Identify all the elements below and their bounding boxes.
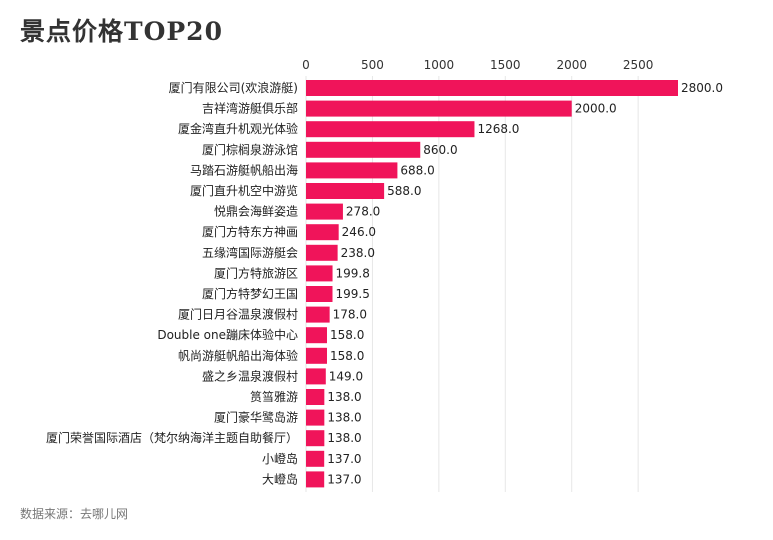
value-label: 137.0: [327, 452, 361, 466]
value-label: 158.0: [330, 328, 364, 342]
x-tick-label: 2000: [556, 58, 587, 72]
bar: [306, 368, 326, 385]
value-label: 199.5: [336, 287, 370, 301]
bar: [306, 162, 398, 179]
category-label: 马踏石游艇帆船出海: [190, 162, 298, 177]
value-label: 688.0: [400, 163, 434, 177]
category-label: 厦门荣誉国际酒店（梵尔纳海洋主题自助餐厅）: [46, 430, 298, 445]
bar: [306, 389, 325, 405]
bar: [306, 183, 385, 199]
category-label: 大嶝岛: [262, 471, 298, 486]
bar: [306, 347, 327, 364]
bar: [306, 224, 339, 241]
bar: [306, 244, 338, 261]
value-label: 278.0: [346, 205, 380, 219]
category-label: 厦门日月谷温泉渡假村: [178, 307, 298, 322]
value-label: 1268.0: [477, 122, 519, 136]
value-label: 238.0: [341, 246, 375, 260]
bar: [306, 265, 333, 282]
bar: [306, 471, 325, 488]
x-tick-label: 2500: [623, 58, 654, 72]
bar: [306, 100, 572, 117]
value-label: 158.0: [330, 349, 364, 363]
bar: [306, 327, 327, 344]
x-tick-label: 1500: [490, 58, 521, 72]
value-label: 137.0: [327, 472, 361, 486]
value-label: 149.0: [329, 369, 363, 383]
bar: [306, 121, 475, 138]
value-label: 138.0: [327, 390, 361, 404]
value-label: 2800.0: [681, 81, 723, 95]
bar: [306, 80, 678, 96]
value-label: 138.0: [327, 431, 361, 445]
bar: [306, 430, 325, 447]
bar: [306, 450, 325, 467]
category-label: 厦门方特东方神画: [202, 224, 298, 239]
x-axis-ticks: 0 500 1000 1500 2000 2500: [302, 58, 653, 72]
data-source-note: 数据来源：去哪儿网: [20, 507, 129, 521]
value-label: 138.0: [327, 411, 361, 425]
chart-title: 景点价格TOP20: [20, 17, 223, 46]
category-labels: 厦门有限公司(欢浪游艇) 吉祥湾游艇俱乐部厦金湾直升机观光体验厦门棕榈泉游泳馆马踏…: [46, 80, 298, 486]
x-tick-label: 0: [302, 58, 310, 72]
x-tick-label: 500: [361, 58, 384, 72]
bar: [306, 409, 325, 426]
category-label: 吉祥湾游艇俱乐部: [202, 101, 298, 116]
category-label: 筼筜雅游: [250, 389, 298, 404]
category-label: 五缘湾国际游艇会: [202, 245, 298, 260]
category-label: 厦门棕榈泉游泳馆: [202, 142, 298, 157]
category-label: 悦鼎会海鲜姿造: [214, 204, 298, 219]
value-label: 246.0: [342, 225, 376, 239]
value-label: 178.0: [333, 308, 367, 322]
category-label: 厦金湾直升机观光体验: [178, 121, 298, 136]
value-labels: 2800.0 2000.0 1268.0 860.0 688.0 588.0 278.0 24…: [327, 81, 723, 486]
bar: [306, 286, 333, 302]
category-label: 帆尚游艇帆船出海体验: [178, 348, 298, 363]
value-label: 199.8: [336, 266, 370, 280]
gridlines: [305, 76, 639, 492]
category-label: 厦门方特旅游区: [214, 265, 298, 280]
category-label: 厦门有限公司(欢浪游艇): [169, 80, 298, 95]
category-label: 盛之乡温泉渡假村: [202, 368, 298, 383]
value-label: 588.0: [387, 184, 421, 198]
category-label: 小嶝岛: [262, 451, 298, 466]
bar: [306, 141, 421, 158]
value-label: 860.0: [423, 143, 457, 157]
category-label: Double one蹦床体验中心: [157, 327, 298, 342]
bar: [306, 306, 330, 323]
category-label: 厦门方特梦幻王国: [202, 286, 298, 301]
bars: [306, 80, 678, 488]
category-label: 厦门豪华鹭岛游: [214, 410, 298, 425]
x-tick-label: 1000: [424, 58, 455, 72]
value-label: 2000.0: [575, 102, 617, 116]
bar: [306, 203, 343, 220]
category-label: 厦门直升机空中游览: [190, 183, 298, 198]
